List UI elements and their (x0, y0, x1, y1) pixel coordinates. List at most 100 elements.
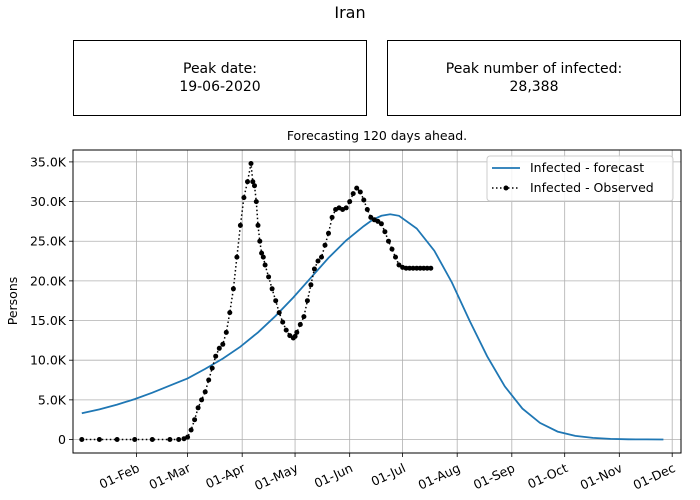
y-tick-label: 10.0K (30, 353, 67, 368)
chart-title: Iran (334, 3, 366, 22)
legend-frame (486, 155, 674, 202)
observed-point (319, 254, 324, 260)
observed-point (114, 437, 120, 442)
x-tick-label: 01-Jun (312, 460, 355, 491)
observed-point (195, 405, 201, 411)
x-tick-label: 01-Feb (97, 460, 142, 492)
forecast-line (81, 213, 664, 441)
observed-point (386, 238, 391, 244)
y-tick-label: 0 (58, 432, 66, 447)
y-tick-label: 5.0K (38, 392, 67, 407)
observed-point (297, 322, 303, 327)
legend-observed-label: Infected - Observed (530, 180, 654, 195)
observed-point (361, 197, 367, 203)
legend-forecast-label: Infected - forecast (530, 160, 644, 175)
y-tick-label: 15.0K (30, 313, 67, 328)
observed-point (227, 310, 233, 316)
y-tick-label: 20.0K (30, 273, 67, 288)
observed-point (393, 254, 398, 260)
observed-point (417, 265, 423, 271)
peak-count-label: Peak number of infected: (445, 61, 623, 77)
y-tick-label: 35.0K (30, 154, 67, 169)
observed-point (216, 345, 222, 351)
y-tick-label: 25.0K (30, 234, 67, 249)
observed-point (424, 265, 430, 271)
observed-point (294, 329, 300, 335)
x-tick-label: 01-Mar (147, 460, 194, 493)
observed-point (96, 437, 102, 442)
axis-ticks: 01-Feb 01-Mar 01-Apr 01-May 01-Jun 01-Jul 01-A… (30, 154, 678, 493)
observed-point (250, 179, 256, 185)
observed-point (209, 365, 215, 371)
legend-observed-marker (503, 185, 509, 191)
observed-point (245, 179, 250, 185)
observed-point (301, 314, 307, 320)
x-tick-label: 01-Aug (416, 460, 463, 492)
x-tick-label: 01-Sep (471, 460, 517, 492)
x-tick-label: 01-May (252, 460, 301, 493)
peak-date-label: Peak date: (183, 61, 257, 77)
observed-point (322, 242, 328, 248)
observed-point (368, 214, 374, 220)
observed-point (167, 437, 173, 442)
x-tick-label: 01-Apr (203, 460, 248, 492)
observed-point (421, 265, 427, 271)
observed-point (326, 230, 331, 236)
plot-frame (72, 149, 682, 454)
observed-point (378, 221, 384, 227)
observed-point (315, 258, 321, 264)
observed-point (230, 286, 236, 292)
observed-point (253, 199, 259, 205)
observed-point (262, 262, 268, 268)
peak-date-card: Peak date: 19-06-2020 (73, 40, 367, 116)
observed-point (283, 327, 289, 333)
observed-point (382, 229, 388, 235)
x-tick-label: 01-Oct (525, 460, 570, 492)
x-tick-label: 01-Dec (631, 460, 678, 492)
observed-point (357, 189, 363, 195)
observed-point (237, 222, 243, 228)
observed-point (273, 298, 279, 304)
observed-point (389, 246, 395, 252)
peak-date-value: 19-06-2020 (179, 79, 261, 95)
observed-point (347, 199, 353, 205)
observed-point (252, 183, 257, 189)
observed-point (220, 341, 226, 347)
y-axis-label: Persons (5, 277, 20, 326)
legend: Infected - forecast Infected - Observed (486, 155, 674, 202)
observed-point (364, 207, 370, 212)
observed-point (79, 437, 85, 442)
peak-count-value: 28,388 (509, 79, 559, 95)
observed-point (375, 218, 381, 224)
observed-point (234, 254, 240, 260)
observed-point (213, 353, 219, 359)
observed-point (192, 417, 198, 423)
y-tick-label: 30.0K (30, 194, 67, 209)
observed-point (149, 437, 155, 442)
observed-point (199, 397, 205, 403)
observed-point (223, 329, 229, 335)
observed-point (202, 389, 208, 395)
observed-point (259, 250, 265, 256)
observed-point (414, 265, 420, 271)
observed-point (248, 161, 254, 166)
observed-point (276, 310, 282, 316)
observed-point (304, 298, 310, 304)
observed-point (311, 266, 317, 272)
observed-point (185, 434, 191, 440)
x-tick-label: 01-Nov (578, 460, 625, 493)
observed-point (354, 185, 360, 191)
chart-subtitle: Forecasting 120 days ahead. (286, 128, 468, 143)
observed-point (287, 333, 293, 339)
observed-point (410, 265, 416, 271)
observed-point (188, 427, 194, 433)
observed-point (396, 262, 402, 268)
observed-point (206, 377, 212, 383)
series-layer (79, 161, 664, 442)
observed-point (280, 319, 286, 325)
x-tick-label: 01-Jul (369, 460, 408, 489)
observed-point (132, 437, 138, 442)
observed-point (329, 214, 335, 220)
observed-point (403, 265, 409, 271)
